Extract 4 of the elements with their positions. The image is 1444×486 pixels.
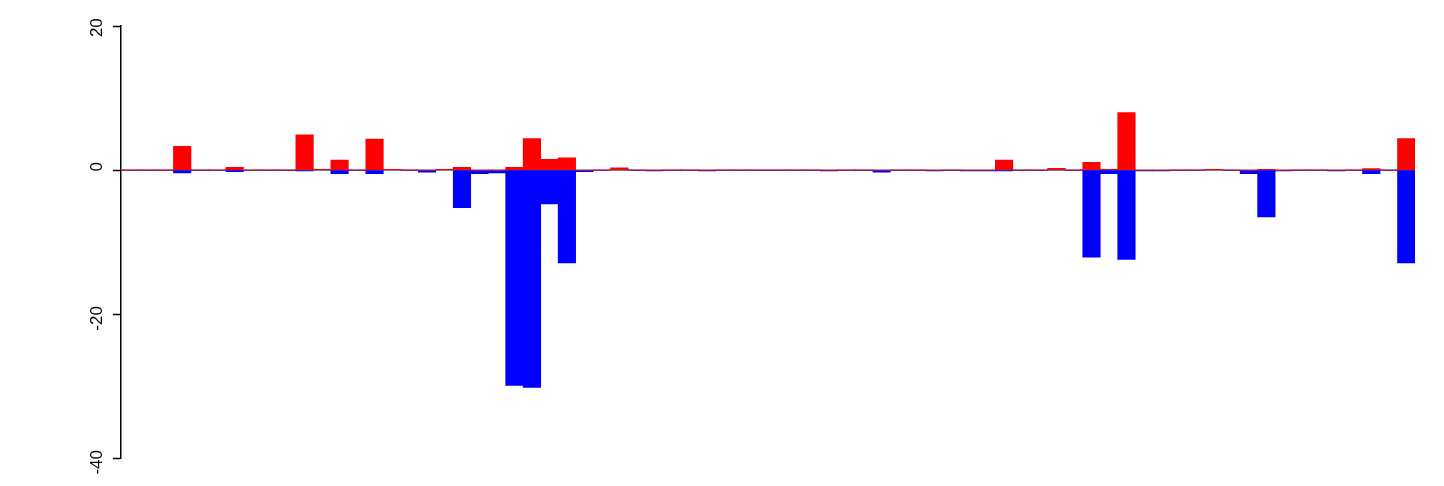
y-tick-label: -20 <box>86 306 106 331</box>
y-tick-label: -40 <box>86 450 106 475</box>
y-tick-label: 20 <box>86 18 106 38</box>
y-tick-label: 0 <box>86 162 106 172</box>
